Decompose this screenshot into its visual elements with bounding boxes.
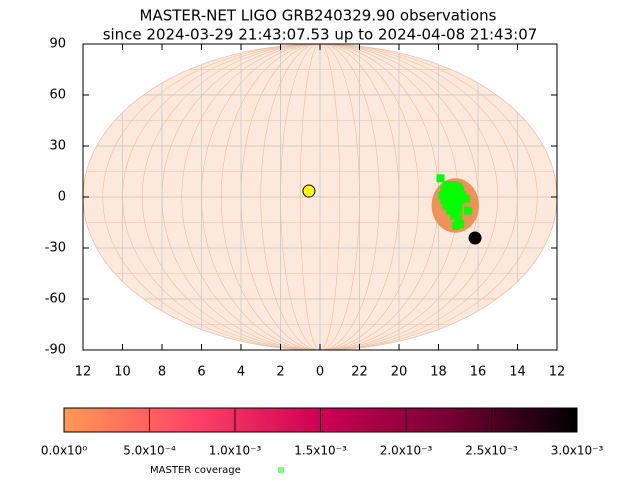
coverage-point (456, 186, 465, 195)
x-tick-label: 6 (197, 365, 205, 380)
colorbar-tick-label: 1.0x10⁻³ (209, 444, 262, 458)
coverage-point (436, 174, 445, 183)
y-tick-label: -90 (45, 343, 66, 358)
coverage-point (464, 206, 473, 215)
x-tick-label: 10 (114, 365, 131, 380)
x-tick-label: 2 (276, 365, 284, 380)
x-tick-label: 22 (351, 365, 368, 380)
x-tick-label: 12 (549, 365, 566, 380)
y-tick-label: 60 (49, 88, 66, 103)
coverage-point (456, 220, 465, 229)
grid (83, 44, 557, 350)
x-tick-label: 0 (316, 365, 324, 380)
coverage-point (454, 206, 463, 215)
coverage-point (456, 196, 465, 205)
marker (302, 184, 316, 198)
x-tick-label: 12 (75, 365, 92, 380)
chart-subtitle: since 2024-03-29 21:43:07.53 up to 2024-… (103, 26, 538, 44)
coverage-point (454, 201, 463, 210)
x-tick-label: 14 (509, 365, 526, 380)
y-tick-label: 90 (49, 37, 66, 52)
marker (468, 231, 482, 245)
colorbar-ticks: 0.0x10⁰ 5.0x10⁻⁴ 1.0x10⁻³ 1.5x10⁻³ 2.0x10⁻³ 2… (41, 408, 604, 458)
colorbar-tick-label: 0.0x10⁰ (41, 444, 87, 458)
colorbar-tick-label: 2.5x10⁻³ (465, 444, 518, 458)
y-tick-label: 30 (49, 139, 66, 154)
colorbar-tick-label: 2.0x10⁻³ (380, 444, 433, 458)
colorbar-tick-label: 5.0x10⁻⁴ (123, 444, 176, 458)
y-tick-label: 0 (58, 190, 66, 205)
colorbar-tick-label: 3.0x10⁻³ (551, 444, 604, 458)
legend-swatch (278, 467, 284, 473)
x-tick-label: 16 (470, 365, 487, 380)
legend-label: MASTER coverage (150, 465, 241, 476)
chart-title: MASTER-NET LIGO GRB240329.90 observation… (140, 7, 497, 25)
coverage-point (454, 215, 463, 224)
colorbar-tick-label: 1.5x10⁻³ (294, 444, 347, 458)
x-tick-label: 18 (430, 365, 447, 380)
coverage-point (462, 194, 471, 203)
x-tick-label: 8 (158, 365, 166, 380)
y-tick-label: -30 (45, 241, 66, 256)
marks (302, 174, 482, 245)
y-tick-label: -60 (45, 292, 66, 307)
x-tick-label: 4 (237, 365, 245, 380)
x-tick-label: 20 (391, 365, 408, 380)
